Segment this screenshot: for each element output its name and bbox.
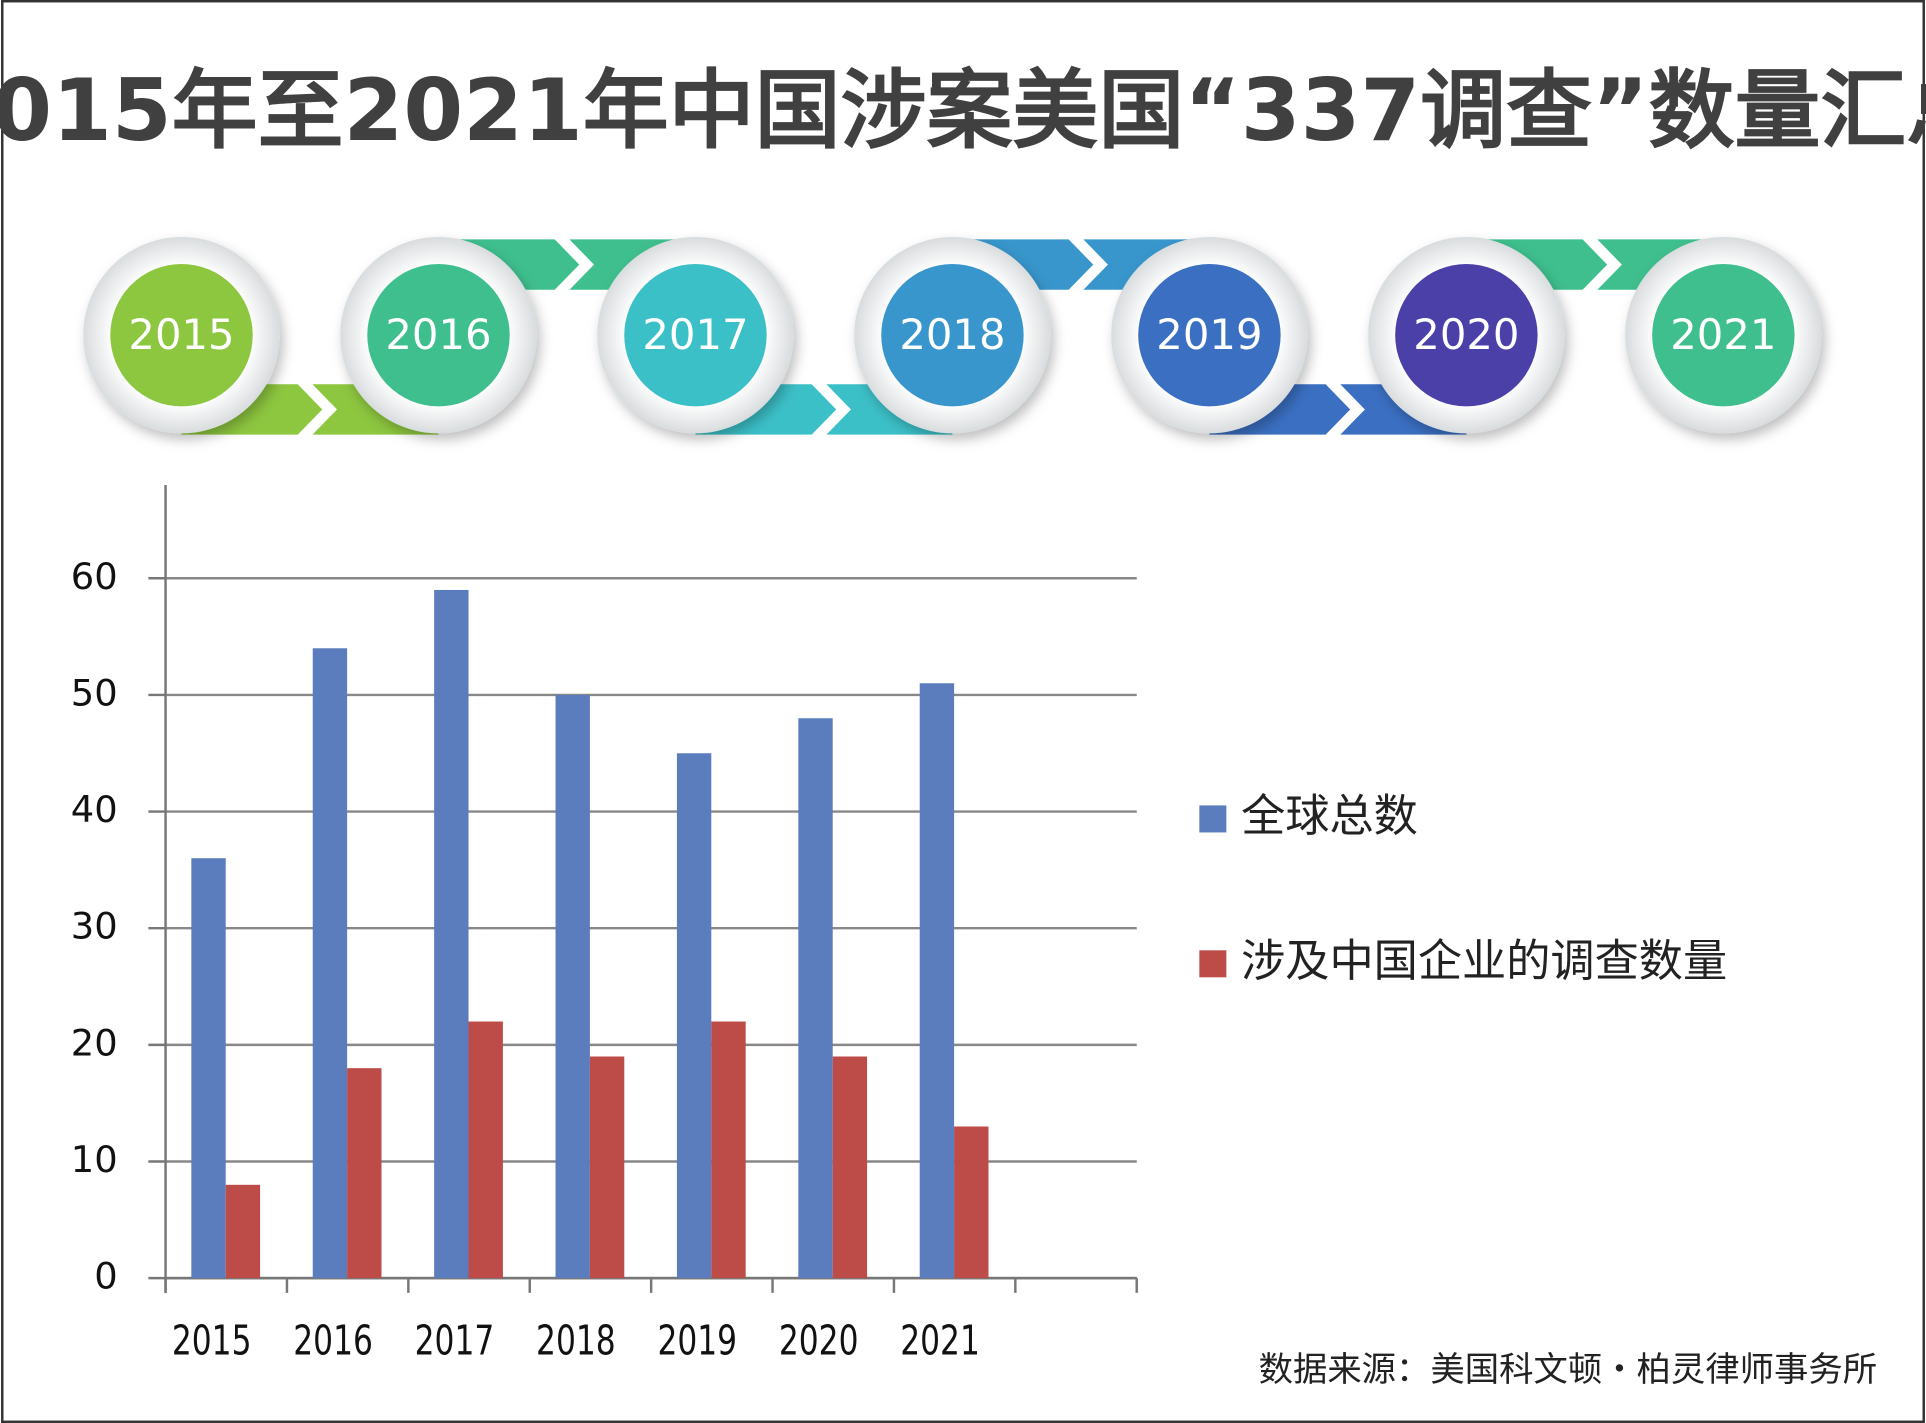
timeline-dot bbox=[367, 263, 510, 407]
bar bbox=[676, 753, 712, 1279]
y-tick-label: 50 bbox=[71, 671, 118, 714]
timeline-dot bbox=[1138, 263, 1281, 407]
timeline-label: 2017 bbox=[642, 310, 748, 359]
y-tick-label: 20 bbox=[71, 1021, 118, 1064]
timeline-dot bbox=[624, 263, 767, 407]
y-tick-label: 40 bbox=[71, 788, 118, 831]
bar bbox=[555, 694, 590, 1279]
y-tick-label: 0 bbox=[94, 1255, 117, 1298]
legend-label: 涉及中国企业的调查数量 bbox=[1241, 936, 1727, 987]
timeline-label: 2020 bbox=[1413, 310, 1519, 359]
legend-swatch bbox=[1199, 950, 1227, 978]
y-tick-label: 60 bbox=[71, 555, 118, 598]
legend-label: 全球总数 bbox=[1241, 791, 1418, 842]
x-tick-label: 2020 bbox=[779, 1316, 859, 1364]
bar bbox=[347, 1068, 382, 1279]
bar bbox=[468, 1021, 503, 1279]
timeline: 2015 2016 2017 2018 2019 2020 2021 bbox=[83, 236, 1822, 435]
bar bbox=[434, 589, 469, 1279]
x-tick-label: 2019 bbox=[657, 1316, 737, 1364]
y-tick-label: 10 bbox=[71, 1138, 118, 1181]
y-tick-label: 30 bbox=[71, 905, 118, 948]
x-tick-label: 2021 bbox=[900, 1316, 980, 1364]
bar bbox=[711, 1021, 746, 1279]
x-tick-label: 2018 bbox=[536, 1316, 616, 1364]
bar bbox=[832, 1056, 868, 1279]
x-tick-label: 2015 bbox=[172, 1316, 252, 1364]
timeline-dot bbox=[1395, 263, 1538, 407]
bar bbox=[954, 1126, 989, 1279]
timeline-dot bbox=[881, 263, 1024, 407]
timeline-label: 2015 bbox=[128, 310, 234, 359]
bar bbox=[225, 1184, 261, 1279]
timeline-dot bbox=[1652, 263, 1795, 407]
timeline-label: 2019 bbox=[1156, 310, 1262, 359]
timeline-label: 2018 bbox=[899, 310, 1005, 359]
plot: 0 10 20 30 40 50 60 2015 2016 2017 2018 2019 2020 202… bbox=[71, 484, 1727, 1364]
legend-swatch bbox=[1199, 805, 1227, 833]
x-tick-label: 2017 bbox=[415, 1316, 495, 1364]
timeline-dot bbox=[110, 263, 253, 407]
bar bbox=[589, 1056, 625, 1279]
chart-title: 2015年至2021年中国涉案美国“337调查”数量汇总 bbox=[0, 61, 1926, 161]
timeline-label: 2016 bbox=[385, 310, 491, 359]
bar bbox=[191, 858, 226, 1279]
timeline-label: 2021 bbox=[1670, 310, 1776, 359]
bar bbox=[312, 648, 348, 1279]
bar bbox=[798, 718, 833, 1279]
x-tick-label: 2016 bbox=[293, 1316, 373, 1364]
bar bbox=[919, 683, 955, 1279]
source-note: 数据来源：美国科文顿・柏灵律师事务所 bbox=[1259, 1350, 1877, 1390]
